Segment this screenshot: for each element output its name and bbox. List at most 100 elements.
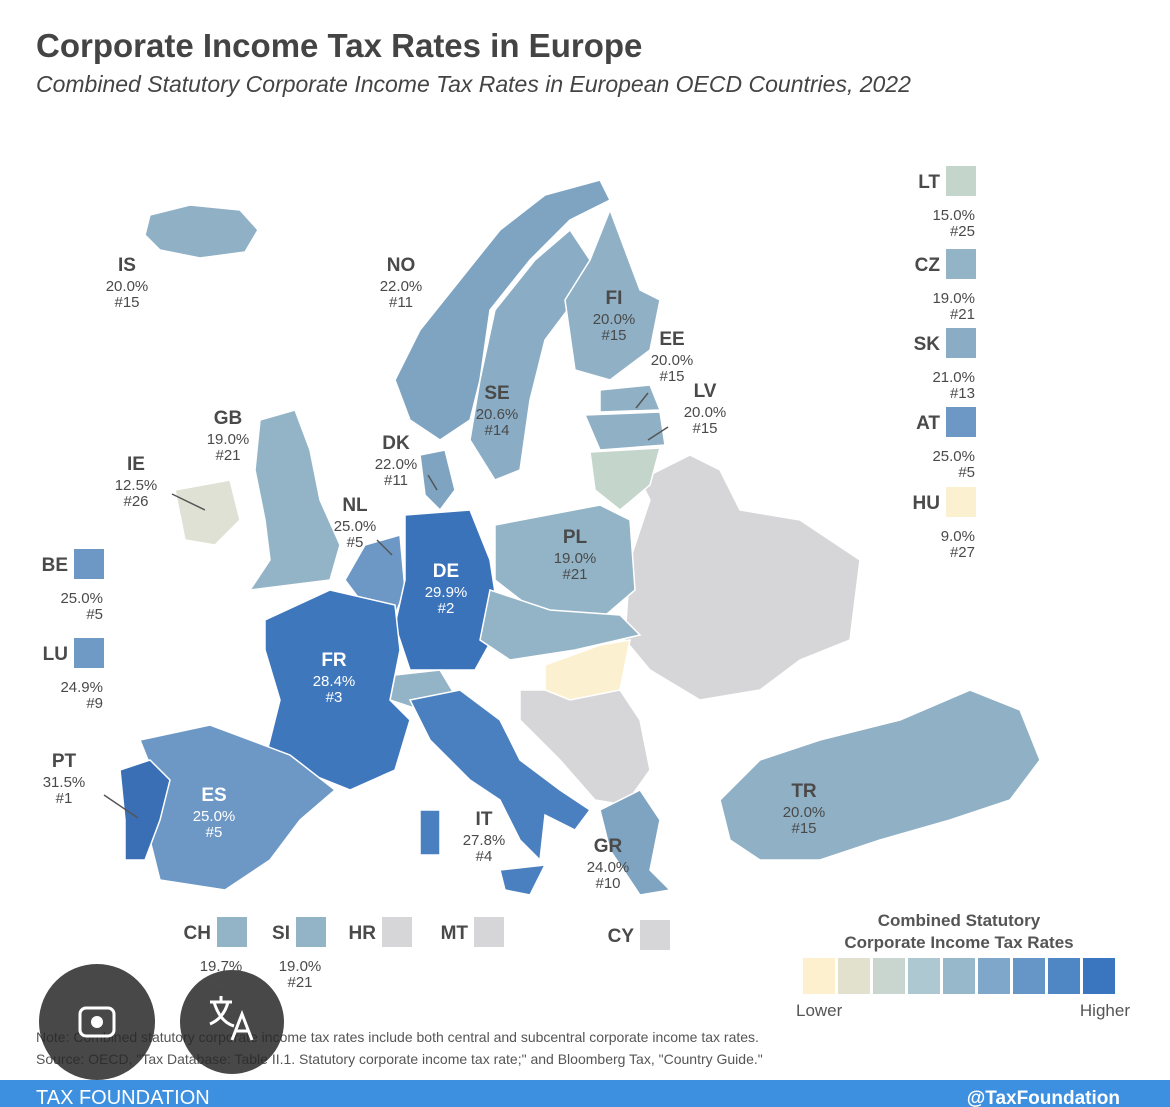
country-rate: 20.0% bbox=[651, 352, 694, 369]
country-code: DE bbox=[433, 561, 459, 582]
title: Corporate Income Tax Rates in Europe bbox=[36, 27, 642, 64]
country-code: CZ bbox=[915, 255, 941, 276]
country-shape bbox=[479, 589, 642, 661]
country-rank: #15 bbox=[601, 327, 626, 344]
country-shape bbox=[499, 864, 547, 896]
country-rank: #15 bbox=[692, 420, 717, 437]
country-swatch bbox=[946, 328, 976, 358]
country-rate: 25.0% bbox=[932, 448, 975, 465]
map bbox=[119, 179, 1041, 896]
country-code: TR bbox=[791, 781, 817, 802]
country-rank: #21 bbox=[287, 974, 312, 991]
country-rank: #25 bbox=[950, 223, 975, 240]
country-swatch bbox=[640, 920, 670, 950]
translate-button[interactable] bbox=[180, 970, 284, 1074]
country-swatch bbox=[217, 917, 247, 947]
country-code: LT bbox=[918, 172, 940, 193]
legend-title: Combined Statutory bbox=[878, 911, 1041, 930]
country-shape bbox=[174, 479, 241, 546]
country-shape bbox=[469, 228, 591, 481]
leader-line bbox=[103, 794, 139, 819]
country-code: CH bbox=[184, 923, 211, 944]
country-code: BE bbox=[42, 555, 68, 576]
country-rank: #2 bbox=[438, 600, 455, 617]
country-shape bbox=[408, 689, 592, 862]
country-code: LU bbox=[43, 644, 68, 665]
country-rank: #13 bbox=[950, 385, 975, 402]
country-code: SE bbox=[484, 383, 509, 404]
country-rate: 24.0% bbox=[587, 859, 630, 876]
country-rate: 15.0% bbox=[932, 207, 975, 224]
lens-icon bbox=[91, 1016, 103, 1028]
country-rank: #21 bbox=[950, 306, 975, 323]
country-rate: 20.0% bbox=[783, 804, 826, 821]
legend-swatch bbox=[873, 958, 905, 994]
country-shape bbox=[419, 809, 441, 856]
country-swatch bbox=[74, 549, 104, 579]
translate-icon bbox=[209, 996, 254, 1041]
legend-swatch bbox=[838, 958, 870, 994]
country-code: HR bbox=[349, 923, 377, 944]
country-rank: #20 bbox=[208, 974, 233, 991]
leader-line bbox=[647, 426, 669, 441]
country-swatch bbox=[74, 638, 104, 668]
country-rate: 27.8% bbox=[463, 832, 506, 849]
legend-swatch bbox=[908, 958, 940, 994]
country-shape bbox=[394, 179, 612, 441]
country-code: NO bbox=[387, 255, 416, 276]
country-rank: #15 bbox=[791, 820, 816, 837]
country-shape bbox=[599, 789, 672, 896]
country-code: CY bbox=[608, 926, 635, 947]
country-swatch bbox=[382, 917, 412, 947]
country-rate: 19.0% bbox=[207, 431, 250, 448]
lens-icon bbox=[78, 1006, 116, 1038]
country-rate: 31.5% bbox=[43, 774, 86, 791]
country-rank: #15 bbox=[659, 368, 684, 385]
country-code: EE bbox=[659, 329, 684, 350]
legend-title: Corporate Income Tax Rates bbox=[844, 933, 1073, 952]
country-swatch bbox=[946, 487, 976, 517]
country-swatch bbox=[946, 407, 976, 437]
country-code: NL bbox=[342, 495, 368, 516]
legend-swatch bbox=[978, 958, 1010, 994]
country-code: FR bbox=[321, 650, 347, 671]
country-rate: 28.4% bbox=[313, 673, 356, 690]
country-rate: 20.0% bbox=[593, 311, 636, 328]
country-code: PT bbox=[52, 751, 77, 772]
country-shape bbox=[544, 639, 631, 701]
footer-brand: TAX FOUNDATION bbox=[36, 1087, 210, 1107]
country-rank: #11 bbox=[384, 472, 408, 489]
country-code: IE bbox=[127, 454, 145, 475]
country-rank: #14 bbox=[484, 422, 509, 439]
country-code: GB bbox=[214, 408, 243, 429]
country-code: IS bbox=[118, 255, 136, 276]
country-shape bbox=[394, 509, 501, 671]
country-shape bbox=[583, 411, 666, 451]
country-shape bbox=[264, 589, 411, 791]
country-rate: 12.5% bbox=[115, 477, 158, 494]
leader-line bbox=[427, 474, 438, 491]
country-rank: #3 bbox=[326, 689, 343, 706]
footer-bar bbox=[0, 1080, 1170, 1107]
country-rate: 9.0% bbox=[941, 528, 975, 545]
country-swatch bbox=[946, 249, 976, 279]
country-rate: 19.0% bbox=[932, 290, 975, 307]
country-rate: 29.9% bbox=[425, 584, 468, 601]
country-rate: 25.0% bbox=[60, 590, 103, 607]
country-code: PL bbox=[563, 527, 588, 548]
country-code: GR bbox=[594, 836, 623, 857]
country-rank: #10 bbox=[595, 875, 620, 892]
country-rank: #11 bbox=[389, 294, 413, 311]
country-shape bbox=[564, 207, 661, 381]
country-code: LV bbox=[694, 381, 717, 402]
country-code: SI bbox=[272, 923, 290, 944]
country-rank: #5 bbox=[347, 534, 364, 551]
legend-high: Higher bbox=[1080, 1001, 1130, 1020]
country-rate: 19.7% bbox=[200, 958, 243, 975]
country-rank: #15 bbox=[114, 294, 139, 311]
footer-handle: @TaxFoundation bbox=[967, 1088, 1120, 1107]
country-code: ES bbox=[201, 785, 226, 806]
country-rate: 21.0% bbox=[932, 369, 975, 386]
